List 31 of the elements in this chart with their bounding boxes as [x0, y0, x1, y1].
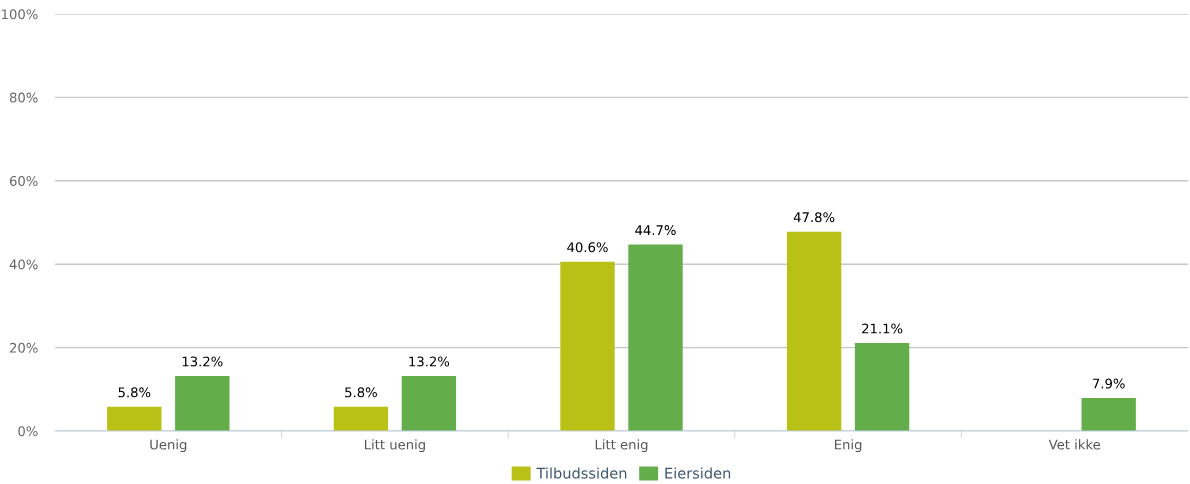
bar: [333, 406, 389, 431]
bar: [107, 406, 162, 431]
y-tick-label: 0%: [18, 426, 38, 437]
data-label: 13.2%: [409, 356, 450, 367]
data-label: 21.1%: [862, 323, 903, 334]
data-label: 40.6%: [567, 242, 608, 253]
y-tick-label: 40%: [9, 259, 38, 270]
bar: [628, 244, 683, 431]
data-label: 5.8%: [345, 387, 377, 398]
x-tick-label: Vet ikke: [1048, 439, 1101, 450]
bar: [401, 375, 457, 431]
data-label: 44.7%: [635, 225, 676, 236]
y-tick-label: 100%: [2, 9, 38, 20]
bar: [1081, 398, 1136, 431]
x-tick-label: Litt enig: [595, 439, 648, 453]
data-label: 13.2%: [182, 356, 223, 367]
data-label: 47.8%: [793, 212, 835, 223]
bar: [854, 343, 910, 431]
y-tick-label: 20%: [9, 342, 38, 353]
x-tick-label: Litt uenig: [364, 439, 425, 453]
y-tick-label: 60%: [9, 176, 38, 186]
bar: [560, 261, 615, 431]
x-tick-label: Uenig: [150, 439, 187, 453]
bar: [786, 231, 842, 431]
data-label: 5.8%: [118, 387, 151, 398]
legend-label: Eiersiden: [665, 467, 731, 479]
x-tick-label: Enig: [835, 439, 862, 453]
bar: [175, 375, 230, 431]
data-label: 7.9%: [1093, 378, 1125, 389]
legend-label: Tilbudssiden: [536, 467, 627, 479]
y-tick-label: 80%: [9, 92, 38, 103]
